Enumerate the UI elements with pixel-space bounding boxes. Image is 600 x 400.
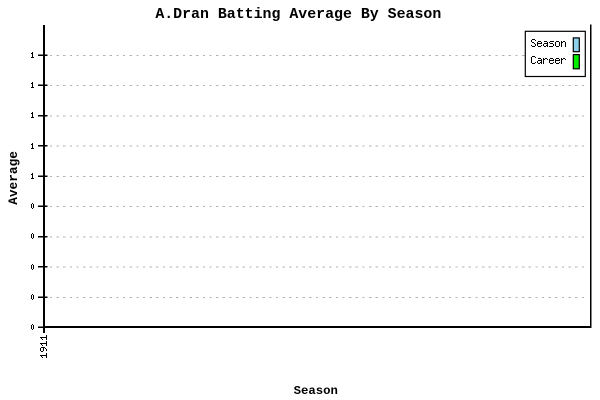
svg-text:A.Dran Batting Average By Seas: A.Dran Batting Average By Season — [155, 7, 441, 23]
svg-text:Season: Season — [294, 384, 338, 398]
svg-text:Average: Average — [6, 151, 21, 205]
